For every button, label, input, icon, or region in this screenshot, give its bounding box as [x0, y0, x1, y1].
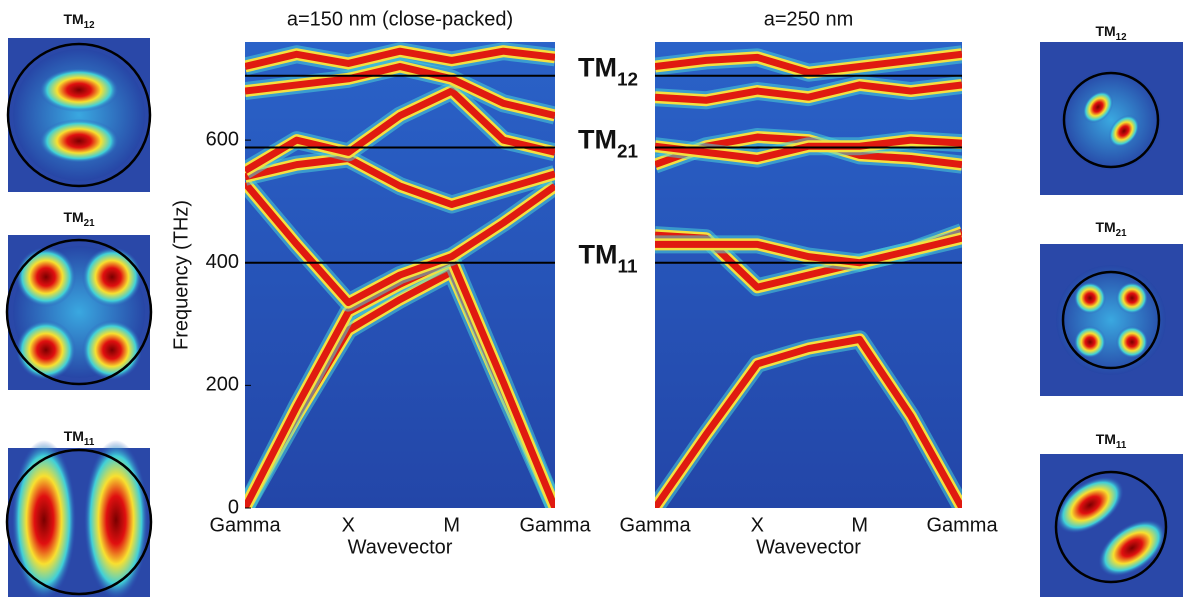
chart-title: a=150 nm (close-packed): [287, 8, 513, 30]
mode-label: TM21: [578, 125, 638, 162]
mode-image: [1040, 42, 1183, 195]
image-label: TM21: [63, 209, 95, 229]
x-tick-label: Gamma: [926, 514, 998, 536]
image-label: TM21: [1095, 219, 1127, 239]
y-axis-label: Frequency (THz): [170, 200, 192, 350]
label-name: TM: [578, 53, 617, 83]
y-tick-label: 200: [206, 374, 239, 396]
image-label: TM11: [64, 428, 95, 448]
x-tick-label: Gamma: [619, 514, 691, 536]
label-sub: 12: [84, 20, 95, 31]
figure: 0200400600GammaXMGammaa=150 nm (close-pa…: [0, 0, 1185, 597]
label-sub: 21: [1116, 228, 1127, 239]
x-tick-label: X: [342, 514, 355, 536]
label-sub: 21: [617, 141, 638, 162]
label-name: TM: [579, 240, 618, 270]
y-tick-label: 400: [206, 251, 239, 273]
label-name: TM: [63, 209, 83, 225]
x-tick-label: Gamma: [209, 514, 281, 536]
mode-image: [1040, 454, 1183, 597]
label-name: TM: [578, 125, 617, 155]
image-label: TM12: [1095, 23, 1127, 43]
chart-title: a=250 nm: [764, 8, 854, 30]
label-sub: 11: [84, 437, 95, 448]
x-axis-label: Wavevector: [756, 536, 861, 558]
label-sub: 12: [1116, 32, 1127, 43]
label-sub: 12: [617, 69, 638, 90]
mode-image: [7, 235, 151, 390]
x-tick-label: M: [851, 514, 868, 536]
mode-image: [8, 38, 150, 192]
label-sub: 21: [84, 218, 95, 229]
x-tick-label: X: [751, 514, 764, 536]
label-sub: 11: [618, 256, 638, 277]
y-tick-label: 600: [206, 128, 239, 150]
x-axis-label: Wavevector: [348, 536, 453, 558]
mode-image: [1040, 244, 1183, 396]
mode-label: TM11: [579, 240, 638, 277]
x-tick-label: M: [443, 514, 460, 536]
label-name: TM: [1095, 219, 1115, 235]
label-name: TM: [1096, 431, 1116, 447]
label-sub: 11: [1116, 440, 1127, 451]
label-name: TM: [64, 428, 84, 444]
mode-label: TM12: [578, 53, 638, 90]
image-label: TM12: [63, 11, 95, 31]
mode-image: [7, 440, 151, 597]
image-label: TM11: [1096, 431, 1127, 451]
x-tick-label: Gamma: [519, 514, 591, 536]
label-name: TM: [63, 11, 83, 27]
label-name: TM: [1095, 23, 1115, 39]
